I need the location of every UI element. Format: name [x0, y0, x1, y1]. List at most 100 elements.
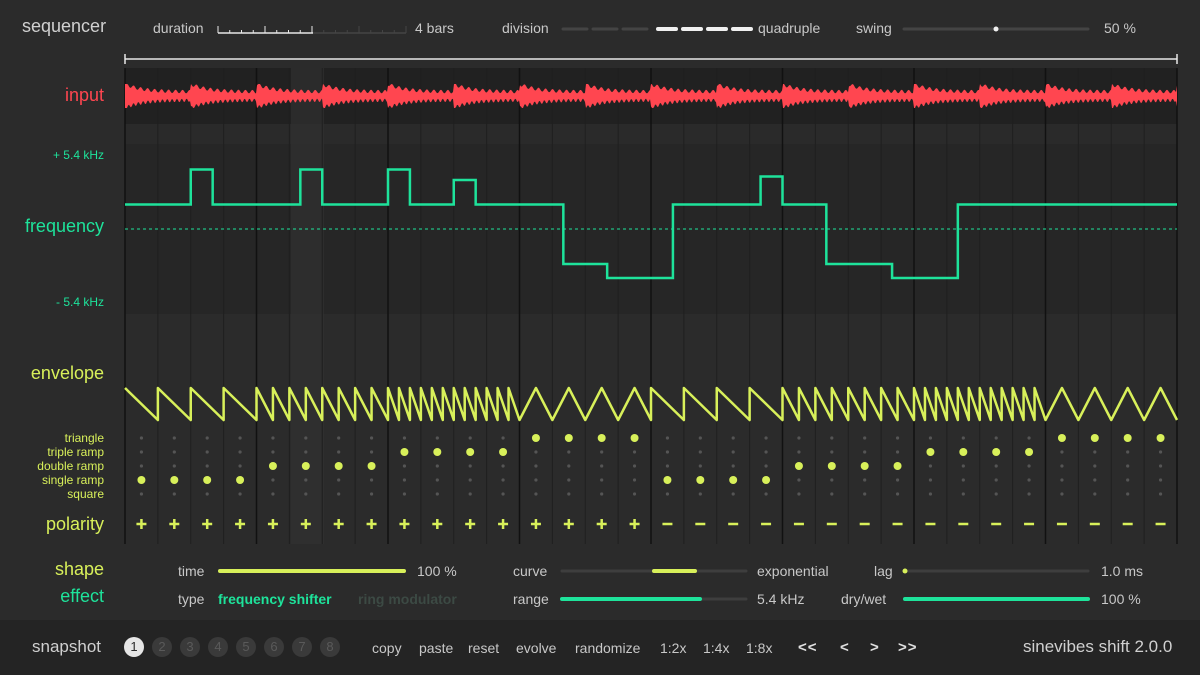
shape-dot-selected[interactable]	[367, 462, 376, 470]
shape-dot[interactable]	[994, 478, 998, 482]
shape-dot[interactable]	[501, 436, 505, 440]
shape-dot[interactable]	[337, 450, 341, 454]
shape-dot[interactable]	[1093, 464, 1097, 468]
snapshot-button-2[interactable]: 2	[152, 637, 172, 657]
shape-dot[interactable]	[304, 478, 308, 482]
shape-dot[interactable]	[863, 450, 867, 454]
curve-value[interactable]: exponential	[757, 563, 829, 579]
shape-dot[interactable]	[402, 436, 407, 440]
shape-dot-selected[interactable]	[400, 448, 409, 456]
shift-left-icon[interactable]: <	[840, 639, 850, 656]
shape-dot[interactable]	[961, 464, 965, 468]
shape-dot[interactable]	[205, 450, 209, 454]
shape-dot[interactable]	[1027, 478, 1031, 482]
shape-dot[interactable]	[369, 492, 374, 496]
shape-dot[interactable]	[205, 464, 209, 468]
shape-dot-selected[interactable]	[236, 476, 245, 484]
shape-dot[interactable]	[1093, 450, 1097, 454]
shape-dot-selected[interactable]	[992, 448, 1001, 456]
shape-dot[interactable]	[304, 450, 308, 454]
randomize-button[interactable]: randomize	[575, 640, 641, 656]
shape-dot[interactable]	[435, 436, 439, 440]
shape-dot[interactable]	[468, 436, 472, 440]
shape-dot[interactable]	[139, 436, 144, 440]
shape-dot[interactable]	[238, 450, 242, 454]
snapshot-button-1[interactable]: 1	[124, 637, 144, 657]
shape-dot[interactable]	[435, 492, 439, 496]
shape-dot[interactable]	[468, 464, 472, 468]
shape-dot-selected[interactable]	[1090, 434, 1099, 442]
shape-dot[interactable]	[994, 436, 998, 440]
shape-dot[interactable]	[1126, 478, 1130, 482]
shape-dot[interactable]	[632, 492, 637, 496]
shape-dot[interactable]	[172, 492, 176, 496]
snapshot-button-8[interactable]: 8	[320, 637, 340, 657]
snapshot-button-7[interactable]: 7	[292, 637, 312, 657]
shape-dot[interactable]	[567, 478, 571, 482]
shape-dot-selected[interactable]	[499, 448, 508, 456]
shape-dot-selected[interactable]	[663, 476, 672, 484]
shape-dot[interactable]	[402, 478, 407, 482]
lag-value[interactable]: 1.0 ms	[1101, 563, 1144, 579]
shape-dot-selected[interactable]	[630, 434, 639, 442]
shape-dot[interactable]	[698, 492, 702, 496]
duration-value[interactable]: 4 bars	[415, 20, 454, 36]
shape-dot[interactable]	[271, 450, 275, 454]
shape-dot[interactable]	[1060, 464, 1064, 468]
range-value[interactable]: 5.4 kHz	[757, 591, 805, 607]
copy-button[interactable]: copy	[372, 640, 402, 656]
shape-dot[interactable]	[238, 492, 242, 496]
shape-dot[interactable]	[1093, 492, 1097, 496]
shape-dot[interactable]	[567, 492, 571, 496]
shape-dot[interactable]	[731, 450, 735, 454]
shape-dot[interactable]	[830, 436, 834, 440]
shape-dot-selected[interactable]	[268, 462, 277, 470]
shape-dot-selected[interactable]	[1156, 434, 1165, 442]
shape-dot[interactable]	[961, 436, 965, 440]
shape-dot[interactable]	[271, 478, 275, 482]
shape-dot[interactable]	[567, 464, 571, 468]
shape-dot[interactable]	[402, 464, 407, 468]
shape-dot[interactable]	[994, 464, 998, 468]
shape-dot[interactable]	[928, 464, 933, 468]
shape-dot-selected[interactable]	[1025, 448, 1034, 456]
shape-dot[interactable]	[468, 492, 472, 496]
shape-dot[interactable]	[665, 464, 670, 468]
paste-button[interactable]: paste	[419, 640, 454, 656]
shape-dot-selected[interactable]	[203, 476, 212, 484]
shape-dot[interactable]	[797, 450, 801, 454]
shape-dot[interactable]	[139, 450, 144, 454]
shape-dot[interactable]	[698, 436, 702, 440]
shape-dot-selected[interactable]	[893, 462, 902, 470]
shape-dot-selected[interactable]	[466, 448, 475, 456]
shape-dot[interactable]	[830, 478, 834, 482]
snapshot-button-4[interactable]: 4	[208, 637, 228, 657]
shape-dot[interactable]	[402, 492, 407, 496]
shape-dot[interactable]	[1060, 450, 1064, 454]
drywet-value[interactable]: 100 %	[1101, 591, 1141, 607]
shape-dot[interactable]	[534, 464, 538, 468]
lag-slider-thumb[interactable]	[902, 568, 908, 574]
shape-dot[interactable]	[369, 436, 374, 440]
shape-dot[interactable]	[172, 436, 176, 440]
shape-dot-selected[interactable]	[597, 434, 606, 442]
shape-dot[interactable]	[1060, 492, 1064, 496]
shape-dot[interactable]	[895, 478, 900, 482]
shape-dot-selected[interactable]	[696, 476, 705, 484]
shape-dot[interactable]	[369, 478, 374, 482]
snapshot-button-6[interactable]: 6	[264, 637, 284, 657]
shape-dot[interactable]	[830, 492, 834, 496]
shape-dot[interactable]	[567, 450, 571, 454]
shape-dot[interactable]	[632, 450, 637, 454]
shape-dot[interactable]	[961, 492, 965, 496]
shape-dot-selected[interactable]	[959, 448, 968, 456]
shape-dot[interactable]	[928, 436, 933, 440]
shape-dot-selected[interactable]	[860, 462, 869, 470]
shape-dot-selected[interactable]	[926, 448, 935, 456]
shape-dot[interactable]	[1126, 464, 1130, 468]
shape-dot[interactable]	[797, 492, 801, 496]
shape-dot[interactable]	[600, 478, 604, 482]
shape-dot[interactable]	[534, 478, 538, 482]
shape-dot[interactable]	[534, 492, 538, 496]
